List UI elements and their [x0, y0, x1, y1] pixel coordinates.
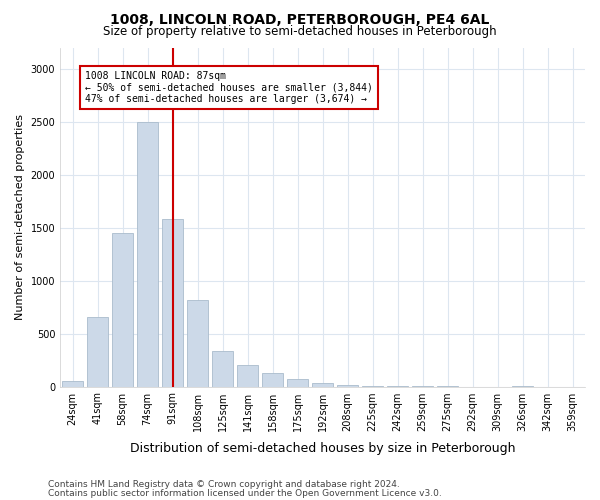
- Y-axis label: Number of semi-detached properties: Number of semi-detached properties: [15, 114, 25, 320]
- Bar: [87, 316, 108, 386]
- X-axis label: Distribution of semi-detached houses by size in Peterborough: Distribution of semi-detached houses by …: [130, 442, 515, 455]
- Bar: [337, 385, 358, 386]
- Bar: [237, 366, 258, 386]
- Bar: [62, 381, 83, 386]
- Bar: [137, 122, 158, 386]
- Bar: [187, 300, 208, 386]
- Bar: [312, 384, 333, 386]
- Bar: [112, 233, 133, 386]
- Bar: [287, 379, 308, 386]
- Text: Size of property relative to semi-detached houses in Peterborough: Size of property relative to semi-detach…: [103, 25, 497, 38]
- Text: 1008, LINCOLN ROAD, PETERBOROUGH, PE4 6AL: 1008, LINCOLN ROAD, PETERBOROUGH, PE4 6A…: [110, 12, 490, 26]
- Text: Contains public sector information licensed under the Open Government Licence v3: Contains public sector information licen…: [48, 488, 442, 498]
- Text: 1008 LINCOLN ROAD: 87sqm
← 50% of semi-detached houses are smaller (3,844)
47% o: 1008 LINCOLN ROAD: 87sqm ← 50% of semi-d…: [85, 71, 373, 104]
- Bar: [262, 373, 283, 386]
- Bar: [162, 219, 183, 386]
- Bar: [212, 350, 233, 386]
- Text: Contains HM Land Registry data © Crown copyright and database right 2024.: Contains HM Land Registry data © Crown c…: [48, 480, 400, 489]
